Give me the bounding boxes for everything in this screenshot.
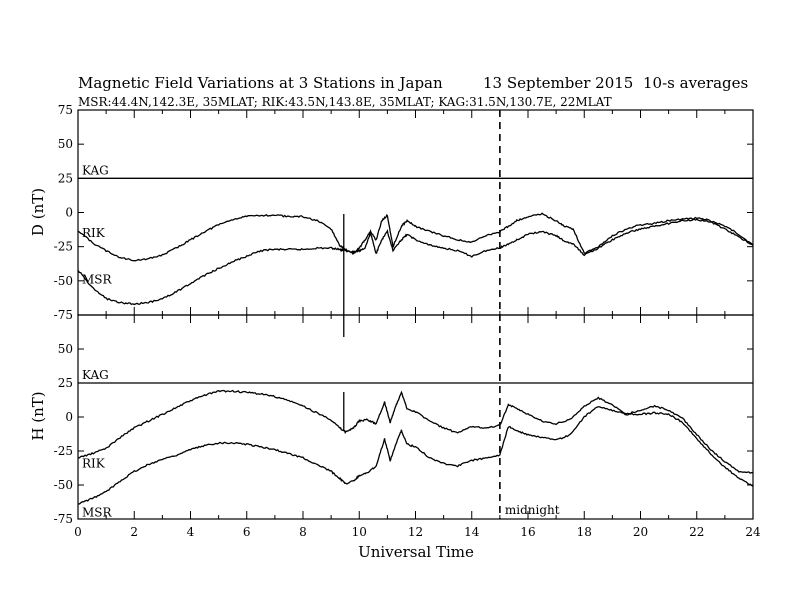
y-axis-label-h: H (nT) xyxy=(29,391,47,440)
y-tick-label: -25 xyxy=(54,444,73,458)
y-tick-label: 50 xyxy=(58,342,73,356)
series-line-rik xyxy=(77,212,754,262)
series-label-msr: MSR xyxy=(82,273,113,287)
x-tick-label: 22 xyxy=(689,525,704,539)
chart-date: 13 September 2015 xyxy=(483,74,633,92)
series-label-kag: KAG xyxy=(82,368,109,382)
x-tick-label: 12 xyxy=(408,525,423,539)
x-tick-label: 6 xyxy=(243,525,251,539)
series-label-rik: RIK xyxy=(82,226,106,240)
series-line-msr xyxy=(77,406,754,505)
x-tick-label: 0 xyxy=(74,525,82,539)
x-tick-label: 10 xyxy=(352,525,367,539)
x-tick-label: 20 xyxy=(633,525,648,539)
x-tick-label: 2 xyxy=(130,525,138,539)
series-label-msr: MSR xyxy=(82,505,113,519)
midnight-label: midnight xyxy=(505,503,560,517)
x-tick-label: 24 xyxy=(745,525,761,539)
y-tick-label: 0 xyxy=(65,410,73,424)
series-line-rik xyxy=(77,389,754,474)
y-tick-label: 0 xyxy=(65,206,73,220)
y-tick-label: 25 xyxy=(58,171,73,185)
station-info: MSR:44.4N,142.3E, 35MLAT; RIK:43.5N,143.… xyxy=(78,95,612,109)
y-tick-label: -75 xyxy=(54,308,73,322)
y-tick-label: -50 xyxy=(54,478,73,492)
y-tick-label: 75 xyxy=(58,103,73,117)
x-tick-label: 4 xyxy=(187,525,195,539)
series-label-kag: KAG xyxy=(82,163,109,177)
x-tick-label: 8 xyxy=(299,525,307,539)
series-label-rik: RIK xyxy=(82,456,106,470)
x-axis-label: Universal Time xyxy=(358,543,474,561)
d-component-panel: -75 -50 -25 0 25 50 75 KAG RIK MSR xyxy=(54,103,754,322)
x-tick-label: 14 xyxy=(464,525,480,539)
series-line-msr xyxy=(77,218,754,306)
x-tick-label: 16 xyxy=(520,525,535,539)
chart-averaging: 10-s averages xyxy=(643,74,748,92)
y-tick-label: -75 xyxy=(54,512,73,526)
y-tick-label: 25 xyxy=(58,376,73,390)
y-axis-label-d: D (nT) xyxy=(29,188,47,236)
panel-frame xyxy=(77,314,754,520)
chart-title: Magnetic Field Variations at 3 Stations … xyxy=(78,74,443,92)
y-tick-label: 50 xyxy=(58,137,73,151)
y-tick-label: -50 xyxy=(54,274,73,288)
y-tick-label: -25 xyxy=(54,240,73,254)
panel-frame xyxy=(77,109,754,316)
x-tick-label: 18 xyxy=(577,525,592,539)
